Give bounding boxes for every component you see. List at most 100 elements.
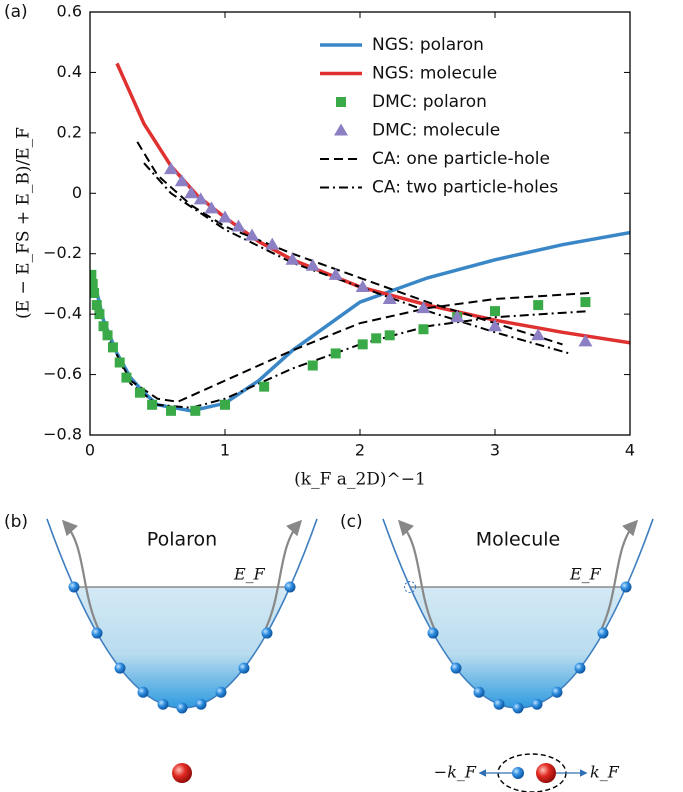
fermion [176, 702, 188, 714]
band-diagram: (b) Polaron E_F [4, 512, 318, 783]
fermion [68, 581, 80, 593]
square-marker [98, 321, 109, 332]
excitation-arrow [397, 519, 437, 633]
triangle-marker [164, 162, 178, 175]
square-marker [91, 300, 102, 311]
square-marker [490, 306, 500, 317]
square-marker [336, 97, 346, 107]
triangle-marker [174, 174, 189, 187]
triangle-marker [450, 310, 465, 323]
panel-label: (c) [340, 512, 363, 532]
square-marker [220, 399, 230, 410]
diagram-title: Polaron [147, 529, 217, 551]
triangle-marker [245, 228, 259, 241]
fermion [238, 662, 250, 674]
square-marker [147, 399, 158, 410]
triangle-marker [416, 301, 431, 314]
diagram-title: Molecule [476, 529, 560, 551]
fermion [512, 767, 524, 779]
fermion [450, 662, 462, 674]
series-line [90, 230, 630, 413]
fermion [284, 581, 296, 593]
square-marker [134, 387, 145, 398]
triangle-marker [334, 123, 348, 136]
fermion [215, 686, 227, 698]
square-marker [259, 381, 270, 392]
triangle-marker [578, 334, 593, 347]
y-tick-label: −0.8 [43, 425, 82, 444]
y-tick-label: −0.2 [43, 243, 82, 262]
x-axis-label: (k_F a_2D)^−1 [294, 470, 426, 490]
triangle-marker [382, 292, 397, 305]
square-marker [114, 357, 125, 368]
plot-frame [89, 11, 631, 436]
y-tick-label: 0.2 [57, 122, 82, 141]
square-marker [190, 405, 201, 416]
fermion [157, 698, 169, 710]
y-axis-label: (E − E_FS + E_B)/E_F [14, 127, 34, 319]
triangle-marker [184, 186, 199, 199]
diagrams: (b) Polaron E_F (c) Molecule E_F −k_F k_F [4, 512, 654, 792]
y-tick-label: 0 [72, 183, 82, 202]
series-line [115, 62, 630, 345]
x-tick-label: 1 [220, 441, 230, 460]
hole [404, 581, 416, 593]
fermion [91, 627, 103, 639]
legend-label: NGS: polaron [372, 35, 484, 55]
square-marker [90, 278, 98, 289]
triangle-marker [531, 328, 546, 341]
y-tick-label: 0.4 [57, 62, 82, 81]
square-marker [330, 348, 341, 359]
square-marker [384, 330, 395, 341]
momentum-label: k_F [590, 763, 620, 782]
fermion [574, 662, 586, 674]
excitation-arrow [263, 519, 303, 633]
square-marker [121, 372, 132, 383]
triangle-marker [265, 237, 280, 250]
square-marker [90, 287, 100, 298]
legend-label: CA: one particle-hole [372, 149, 550, 169]
triangle-marker [305, 258, 320, 271]
x-tick-label: 4 [625, 441, 635, 460]
x-tick-label: 2 [355, 441, 365, 460]
excitation-arrow [599, 519, 639, 633]
triangle-marker [488, 319, 502, 332]
legend-label: CA: two particle-holes [372, 178, 558, 198]
fermion [261, 627, 273, 639]
triangle-marker [355, 279, 370, 292]
excitation-arrow [61, 519, 101, 633]
fermion [473, 686, 485, 698]
band-diagram: (c) Molecule E_F −k_F k_F [340, 512, 654, 792]
impurity [536, 763, 556, 783]
square-marker [94, 309, 105, 320]
series-line [102, 162, 590, 409]
legend-label: DMC: molecule [372, 121, 500, 141]
momentum-label: −k_F [434, 763, 477, 782]
triangle-marker [218, 210, 232, 223]
triangle-marker [285, 252, 300, 265]
fermion [531, 698, 543, 710]
triangle-marker [328, 267, 343, 280]
square-marker [107, 342, 118, 353]
fermion [195, 698, 207, 710]
fermion [597, 627, 609, 639]
y-tick-label: −0.4 [43, 304, 82, 323]
fermion [114, 662, 126, 674]
impurity [172, 763, 192, 783]
square-marker [580, 297, 591, 308]
square-marker [90, 269, 97, 280]
x-tick-label: 0 [85, 441, 95, 460]
square-marker [102, 330, 113, 341]
square-marker [166, 405, 176, 416]
panel-label: (a) [4, 2, 28, 22]
fermion [137, 686, 149, 698]
square-marker [357, 339, 368, 350]
fermion [620, 581, 632, 593]
square-marker [418, 324, 429, 335]
y-tick-label: −0.6 [43, 364, 82, 383]
triangle-marker [193, 192, 208, 205]
fermion [493, 698, 505, 710]
panel-label: (b) [4, 512, 28, 532]
fermion [512, 702, 524, 714]
